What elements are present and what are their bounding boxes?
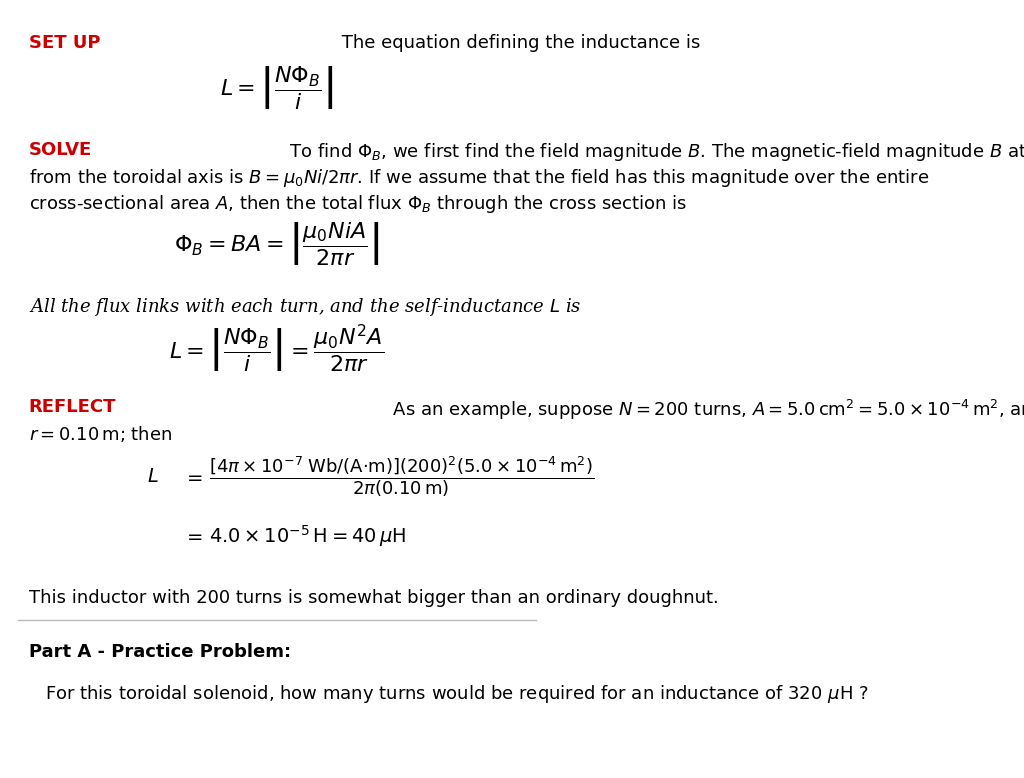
Text: $L = \left|\dfrac{N\Phi_B}{i}\right|$: $L = \left|\dfrac{N\Phi_B}{i}\right|$ — [220, 64, 334, 110]
Text: As an example, suppose $N = 200$ turns, $A = 5.0\,\mathrm{cm}^2 = 5.0 \times 10^: As an example, suppose $N = 200$ turns, … — [387, 398, 1024, 422]
Text: $r = 0.10\,\mathrm{m}$; then: $r = 0.10\,\mathrm{m}$; then — [29, 424, 172, 444]
Text: $L$: $L$ — [146, 468, 159, 486]
Text: $4.0 \times 10^{-5}\,\mathrm{H} = 40\,\mu\mathrm{H}$: $4.0 \times 10^{-5}\,\mathrm{H} = 40\,\m… — [209, 523, 407, 548]
Text: This inductor with 200 turns is somewhat bigger than an ordinary doughnut.: This inductor with 200 turns is somewhat… — [29, 589, 718, 607]
Text: $L = \left|\dfrac{N\Phi_B}{i}\right| = \dfrac{\mu_0 N^2 A}{2\pi r}$: $L = \left|\dfrac{N\Phi_B}{i}\right| = \… — [169, 322, 384, 374]
Text: Part A - Practice Problem:: Part A - Practice Problem: — [29, 643, 291, 661]
Text: REFLECT: REFLECT — [29, 398, 116, 416]
Text: SET UP: SET UP — [29, 33, 100, 51]
Text: $=$: $=$ — [183, 468, 203, 486]
Text: SOLVE: SOLVE — [29, 141, 92, 159]
Text: The equation defining the inductance is: The equation defining the inductance is — [336, 33, 700, 51]
Text: $=$: $=$ — [183, 527, 203, 545]
Text: $\dfrac{[4\pi\times 10^{-7}\;\mathrm{Wb/(A{\cdot}m)}](200)^2(5.0\times 10^{-4}\,: $\dfrac{[4\pi\times 10^{-7}\;\mathrm{Wb/… — [209, 454, 595, 499]
Text: cross-sectional area $A$, then the total flux $\Phi_B$ through the cross section: cross-sectional area $A$, then the total… — [29, 193, 687, 215]
Text: from the toroidal axis is $B = \mu_0 Ni/2\pi r$. If we assume that the field has: from the toroidal axis is $B = \mu_0 Ni/… — [29, 166, 929, 188]
Text: All the flux links with each turn, and the self-inductance $L$ is: All the flux links with each turn, and t… — [29, 296, 581, 317]
Text: To find $\Phi_B$, we first find the field magnitude $B$. The magnetic-field magn: To find $\Phi_B$, we first find the fiel… — [285, 141, 1024, 163]
Text: $\Phi_B = BA = \left|\dfrac{\mu_0 NiA}{2\pi r}\right|$: $\Phi_B = BA = \left|\dfrac{\mu_0 NiA}{2… — [174, 220, 379, 268]
Text: For this toroidal solenoid, how many turns would be required for an inductance o: For this toroidal solenoid, how many tur… — [45, 683, 868, 705]
